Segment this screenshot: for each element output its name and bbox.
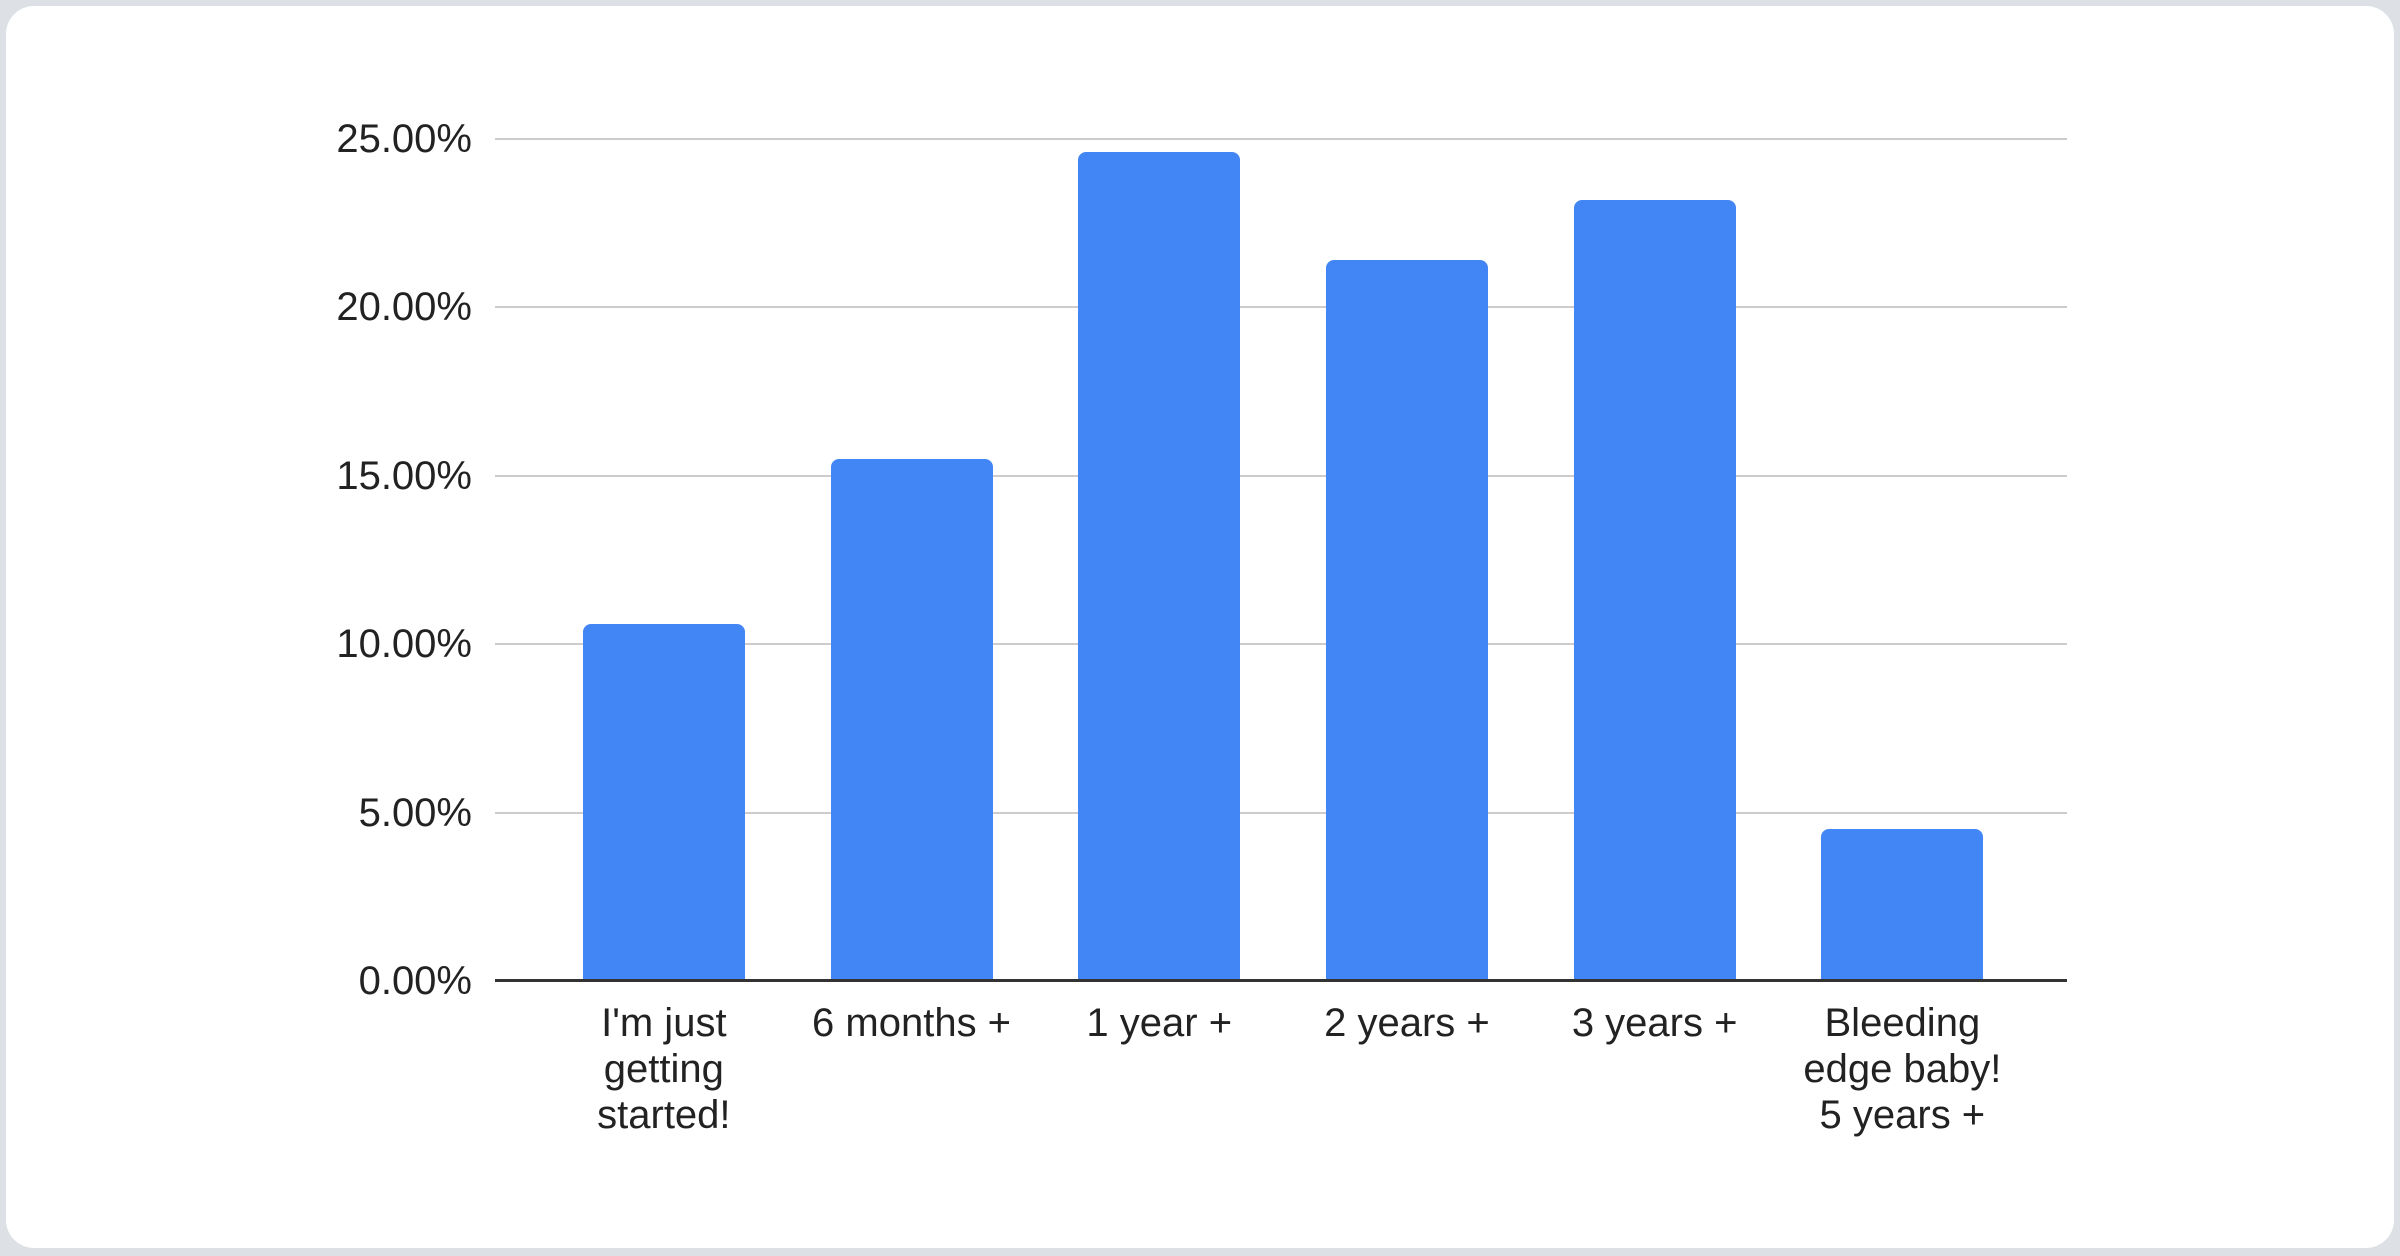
x-category-label: I'm just getting started! bbox=[597, 1001, 731, 1137]
bar-5[interactable] bbox=[1573, 199, 1736, 981]
y-tick-label: 5.00% bbox=[358, 790, 472, 835]
y-tick-label: 25.00% bbox=[336, 117, 472, 161]
x-axis-line bbox=[495, 979, 2067, 982]
bar-4[interactable] bbox=[1325, 260, 1488, 981]
y-tick-label: 10.00% bbox=[336, 622, 472, 667]
bar-3[interactable] bbox=[1078, 152, 1241, 981]
bar-2[interactable] bbox=[830, 458, 993, 981]
gridline bbox=[495, 474, 2067, 477]
x-category-label: 1 year + bbox=[1086, 1001, 1233, 1045]
y-tick-label: 15.00% bbox=[336, 453, 472, 498]
y-tick-label: 20.00% bbox=[336, 285, 472, 330]
gridline bbox=[495, 138, 2067, 140]
gridline bbox=[495, 643, 2067, 646]
bar-1[interactable] bbox=[582, 623, 745, 981]
bar-6[interactable] bbox=[1821, 829, 1984, 981]
y-tick-label: 0.00% bbox=[358, 959, 472, 1003]
x-category-label: 2 years + bbox=[1324, 1001, 1490, 1045]
x-category-label: 6 months + bbox=[812, 1001, 1012, 1045]
x-category-label: 3 years + bbox=[1571, 1001, 1738, 1045]
gridline bbox=[495, 811, 2067, 814]
x-category-label: Bleeding edge baby! 5 years + bbox=[1803, 1001, 2002, 1137]
gridline bbox=[495, 306, 2067, 309]
